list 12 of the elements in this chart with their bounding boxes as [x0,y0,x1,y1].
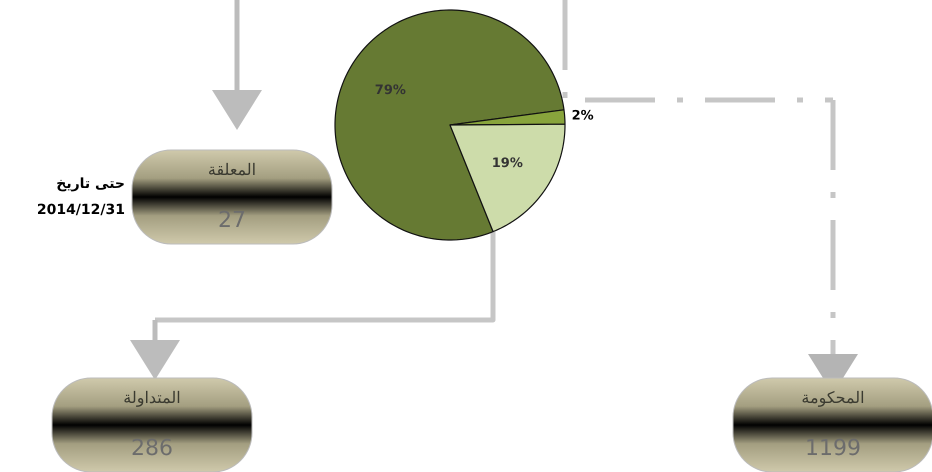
text: المحكومة [801,388,865,407]
pie-slice [334,9,565,241]
text: 27 [218,208,246,233]
text: المعلقة [208,160,256,179]
data-label: 19% [492,156,523,171]
text: 1199 [805,436,861,461]
text: المتداولة [123,388,181,407]
data-label: 2% [572,108,594,124]
text: 286 [131,436,173,461]
text: حتى تاريخ [56,176,125,192]
text: 2014/12/31 [36,202,125,218]
data-label: 79% [374,82,406,98]
